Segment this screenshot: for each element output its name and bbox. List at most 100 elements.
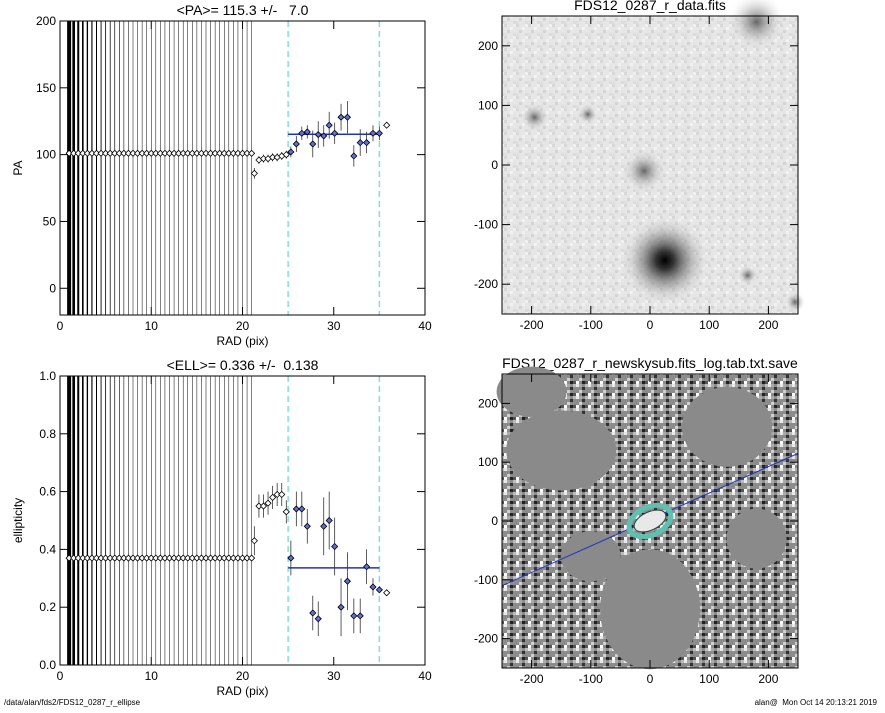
- point: [298, 505, 306, 513]
- x-tick-label: 40: [418, 319, 432, 333]
- footer-stamp: alan@ Mon Oct 14 20:13:21 2019: [755, 698, 878, 707]
- point: [320, 132, 328, 140]
- point: [264, 499, 272, 507]
- masked-region: [600, 549, 700, 670]
- point: [331, 542, 339, 551]
- point: [343, 577, 352, 585]
- y-tick-label: 0: [49, 281, 56, 295]
- isophote-band: [626, 502, 674, 540]
- x-tick-label: -200: [520, 318, 544, 332]
- y-tick-label: -100: [474, 573, 498, 587]
- y-tick-label: 200: [478, 39, 498, 53]
- x-tick-label: -100: [579, 672, 603, 686]
- point: [363, 563, 371, 571]
- footer-path: /data/alan/fds2/FDS12_0287_r_ellipse: [4, 698, 141, 707]
- chart-title: <PA>= 115.3 +/- 7.0: [177, 2, 309, 18]
- point: [250, 169, 258, 177]
- chart-title: <ELL>= 0.336 +/- 0.138: [167, 357, 319, 373]
- point: [282, 151, 290, 159]
- point: [248, 554, 256, 562]
- point: [375, 586, 383, 594]
- x-tick-label: 0: [647, 672, 654, 686]
- masked-region: [496, 366, 567, 417]
- x-tick-label: 10: [145, 319, 159, 333]
- y-tick-label: 100: [478, 455, 498, 469]
- point: [375, 129, 383, 137]
- y-tick-label: 1.0: [39, 369, 56, 383]
- point: [350, 152, 358, 160]
- source: [728, 0, 785, 50]
- point: [309, 609, 317, 617]
- image: [502, 0, 806, 314]
- x-tick-label: -100: [579, 318, 603, 332]
- x-tick-label: -200: [520, 672, 544, 686]
- masked-region: [681, 386, 772, 467]
- point: [278, 490, 286, 499]
- y-axis-label: ellipticity: [11, 498, 25, 543]
- y-tick-label: 0.2: [39, 600, 56, 614]
- source: [619, 215, 710, 306]
- x-tick-label: 100: [699, 318, 719, 332]
- source: [737, 265, 758, 286]
- masked-region: [506, 410, 617, 491]
- y-tick-label: 100: [478, 98, 498, 112]
- point: [248, 149, 256, 157]
- point: [282, 508, 290, 516]
- x-axis-label: RAD (pix): [216, 684, 268, 698]
- x-tick-label: 10: [145, 669, 159, 683]
- x-tick-label: 40: [418, 669, 432, 683]
- y-tick-label: 50: [43, 214, 57, 228]
- point: [363, 139, 371, 147]
- image: [496, 366, 799, 670]
- y-tick-label: 100: [36, 148, 56, 162]
- y-tick-label: 0.4: [39, 542, 56, 556]
- point: [287, 148, 295, 156]
- x-tick-label: 20: [236, 319, 250, 333]
- y-tick-label: 0.0: [39, 658, 56, 672]
- point: [309, 140, 317, 148]
- y-tick-label: 0.8: [39, 427, 56, 441]
- point: [369, 583, 377, 591]
- point: [314, 131, 322, 139]
- point: [331, 129, 339, 137]
- x-tick-label: 0: [647, 318, 654, 332]
- point: [303, 522, 311, 530]
- point: [314, 615, 322, 623]
- point: [337, 603, 345, 611]
- isophote: [633, 509, 667, 533]
- x-tick-label: 30: [327, 669, 341, 683]
- y-tick-label: 200: [478, 396, 498, 410]
- source: [622, 148, 667, 193]
- chart-title: FDS12_0287_r_newskysub.fits_log.tab.txt.…: [502, 355, 798, 371]
- x-tick-label: 200: [758, 672, 778, 686]
- point: [250, 537, 258, 545]
- x-tick-label: 30: [327, 319, 341, 333]
- point: [303, 128, 311, 136]
- point: [259, 502, 268, 510]
- y-tick-label: 150: [36, 81, 56, 95]
- x-tick-label: 200: [758, 318, 778, 332]
- chart-title: FDS12_0287_r_data.fits: [574, 0, 726, 13]
- point: [383, 589, 391, 597]
- y-axis-label: PA: [11, 160, 25, 175]
- y-tick-label: -100: [474, 218, 498, 232]
- y-tick-label: 0.6: [39, 485, 56, 499]
- point: [383, 121, 391, 129]
- masked-region: [726, 508, 787, 569]
- point: [298, 129, 306, 137]
- y-tick-label: 0: [491, 158, 498, 172]
- source: [520, 103, 549, 132]
- x-tick-label: 100: [699, 672, 719, 686]
- y-tick-label: -200: [474, 277, 498, 291]
- point: [292, 140, 300, 148]
- x-tick-label: 0: [57, 319, 64, 333]
- point: [337, 113, 345, 121]
- x-tick-label: 20: [236, 669, 250, 683]
- point: [325, 121, 333, 129]
- point: [320, 522, 328, 530]
- point: [369, 129, 377, 137]
- point: [269, 493, 277, 501]
- y-tick-label: 0: [491, 514, 498, 528]
